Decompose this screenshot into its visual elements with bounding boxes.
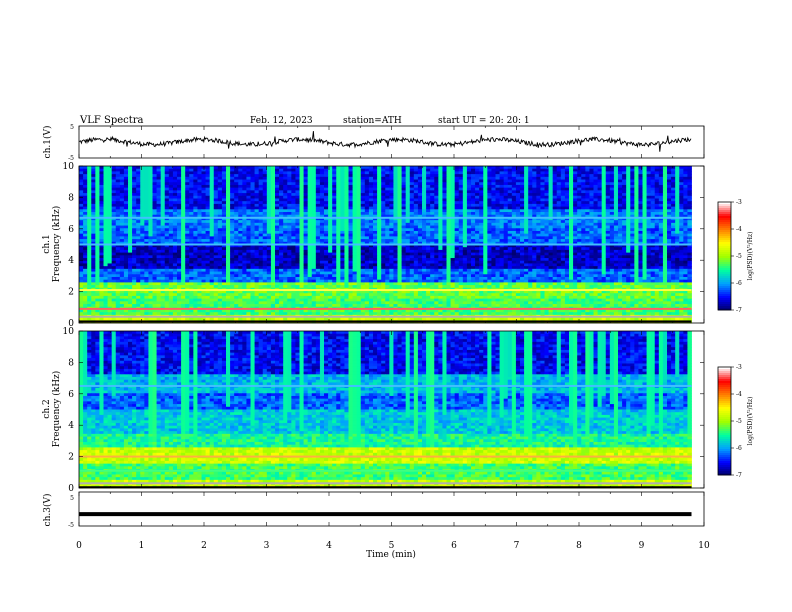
ch2-ytick-10: 10 <box>63 327 75 337</box>
ch3-ytick-5: 5 <box>70 495 74 502</box>
ch1-wave-ylabel: ch.1(V) <box>42 126 53 159</box>
date-label: Feb. 12, 2023 <box>250 116 313 126</box>
ch2-spectrogram-panel: 0 2 4 6 8 10 ch.2 Frequency (kHz) <box>42 327 705 494</box>
ch3-wave-ylabel: ch.3(V) <box>42 494 53 527</box>
ch1-colorbar: -3 -4 -5 -6 -7 log(PSD)(V²/Hz) <box>717 199 754 314</box>
ch3-ytick-minus5: -5 <box>68 522 74 529</box>
ch1-ytick-10: 10 <box>63 162 75 172</box>
time-axis: 0 1 2 3 4 5 6 7 8 9 10 <box>76 126 710 551</box>
ch2-colorbar: -3 -4 -5 -6 -7 log(PSD)(V²/Hz) <box>717 364 754 479</box>
ch1-colorbar-tick--3: -3 <box>736 199 742 206</box>
ch2-colorbar-tick--3: -3 <box>736 364 742 371</box>
ch1-ytick-2: 2 <box>68 288 74 298</box>
ch2-ytick-6: 6 <box>68 390 74 400</box>
ch1-ytick-4: 4 <box>68 256 74 266</box>
time-tick-8: 8 <box>576 541 582 551</box>
time-tick-3: 3 <box>264 541 270 551</box>
ch2-colorbar-tick--6: -6 <box>736 445 742 452</box>
figure-title: VLF Spectra <box>79 115 144 126</box>
time-tick-10: 10 <box>698 541 710 551</box>
time-tick-2: 2 <box>201 541 207 551</box>
station-label: station=ATH <box>343 116 402 126</box>
ch1-spectrogram-image <box>79 166 704 324</box>
ch2-spectrogram-image <box>79 331 704 489</box>
time-tick-5: 5 <box>389 541 395 551</box>
ch1-spectrogram-panel: 0 2 4 6 8 10 ch.1 Frequency (kHz) <box>42 162 705 329</box>
ch2-colorbar-label: log(PSD)(V²/Hz) <box>747 397 754 446</box>
time-tick-7: 7 <box>514 541 520 551</box>
ch1-colorbar-tick--7: -7 <box>736 307 742 314</box>
ch2-ytick-8: 8 <box>68 358 74 368</box>
ch1-colorbar-tick--5: -5 <box>736 253 742 260</box>
ch2-ytick-0: 0 <box>68 484 74 494</box>
ch1-ytick-minus5: -5 <box>68 155 74 162</box>
time-tick-4: 4 <box>326 541 332 551</box>
ch1-waveform-line <box>79 131 692 152</box>
ch2-ytick-2: 2 <box>68 453 74 463</box>
ch1-spec-ylabel: ch.1 <box>42 234 52 253</box>
ch1-spec-ylabel-frequency: Frequency (kHz) <box>51 206 62 283</box>
time-tick-1: 1 <box>139 541 145 551</box>
time-tick-0: 0 <box>76 541 82 551</box>
ch2-colorbar-tick--4: -4 <box>736 391 742 398</box>
time-tick-6: 6 <box>451 541 457 551</box>
ch2-spec-ylabel: ch.2 <box>42 399 52 418</box>
ch1-colorbar-tick--6: -6 <box>736 280 742 287</box>
ch2-spec-ylabel-frequency: Frequency (kHz) <box>51 371 62 448</box>
ch1-ytick-0: 0 <box>68 319 74 329</box>
ch2-colorbar-tick--5: -5 <box>736 418 742 425</box>
ch2-colorbar-tick--7: -7 <box>736 472 742 479</box>
time-axis-label: Time (min) <box>366 549 416 560</box>
ch1-ytick-5: 5 <box>70 124 74 131</box>
time-tick-9: 9 <box>639 541 645 551</box>
ch1-colorbar-tick--4: -4 <box>736 226 742 233</box>
ch1-ytick-8: 8 <box>68 193 74 203</box>
ch2-ytick-4: 4 <box>68 421 74 431</box>
start-time-label: start UT = 20: 20: 1 <box>438 116 530 126</box>
ch1-ytick-6: 6 <box>68 225 74 235</box>
ch1-colorbar-label: log(PSD)(V²/Hz) <box>747 232 754 281</box>
